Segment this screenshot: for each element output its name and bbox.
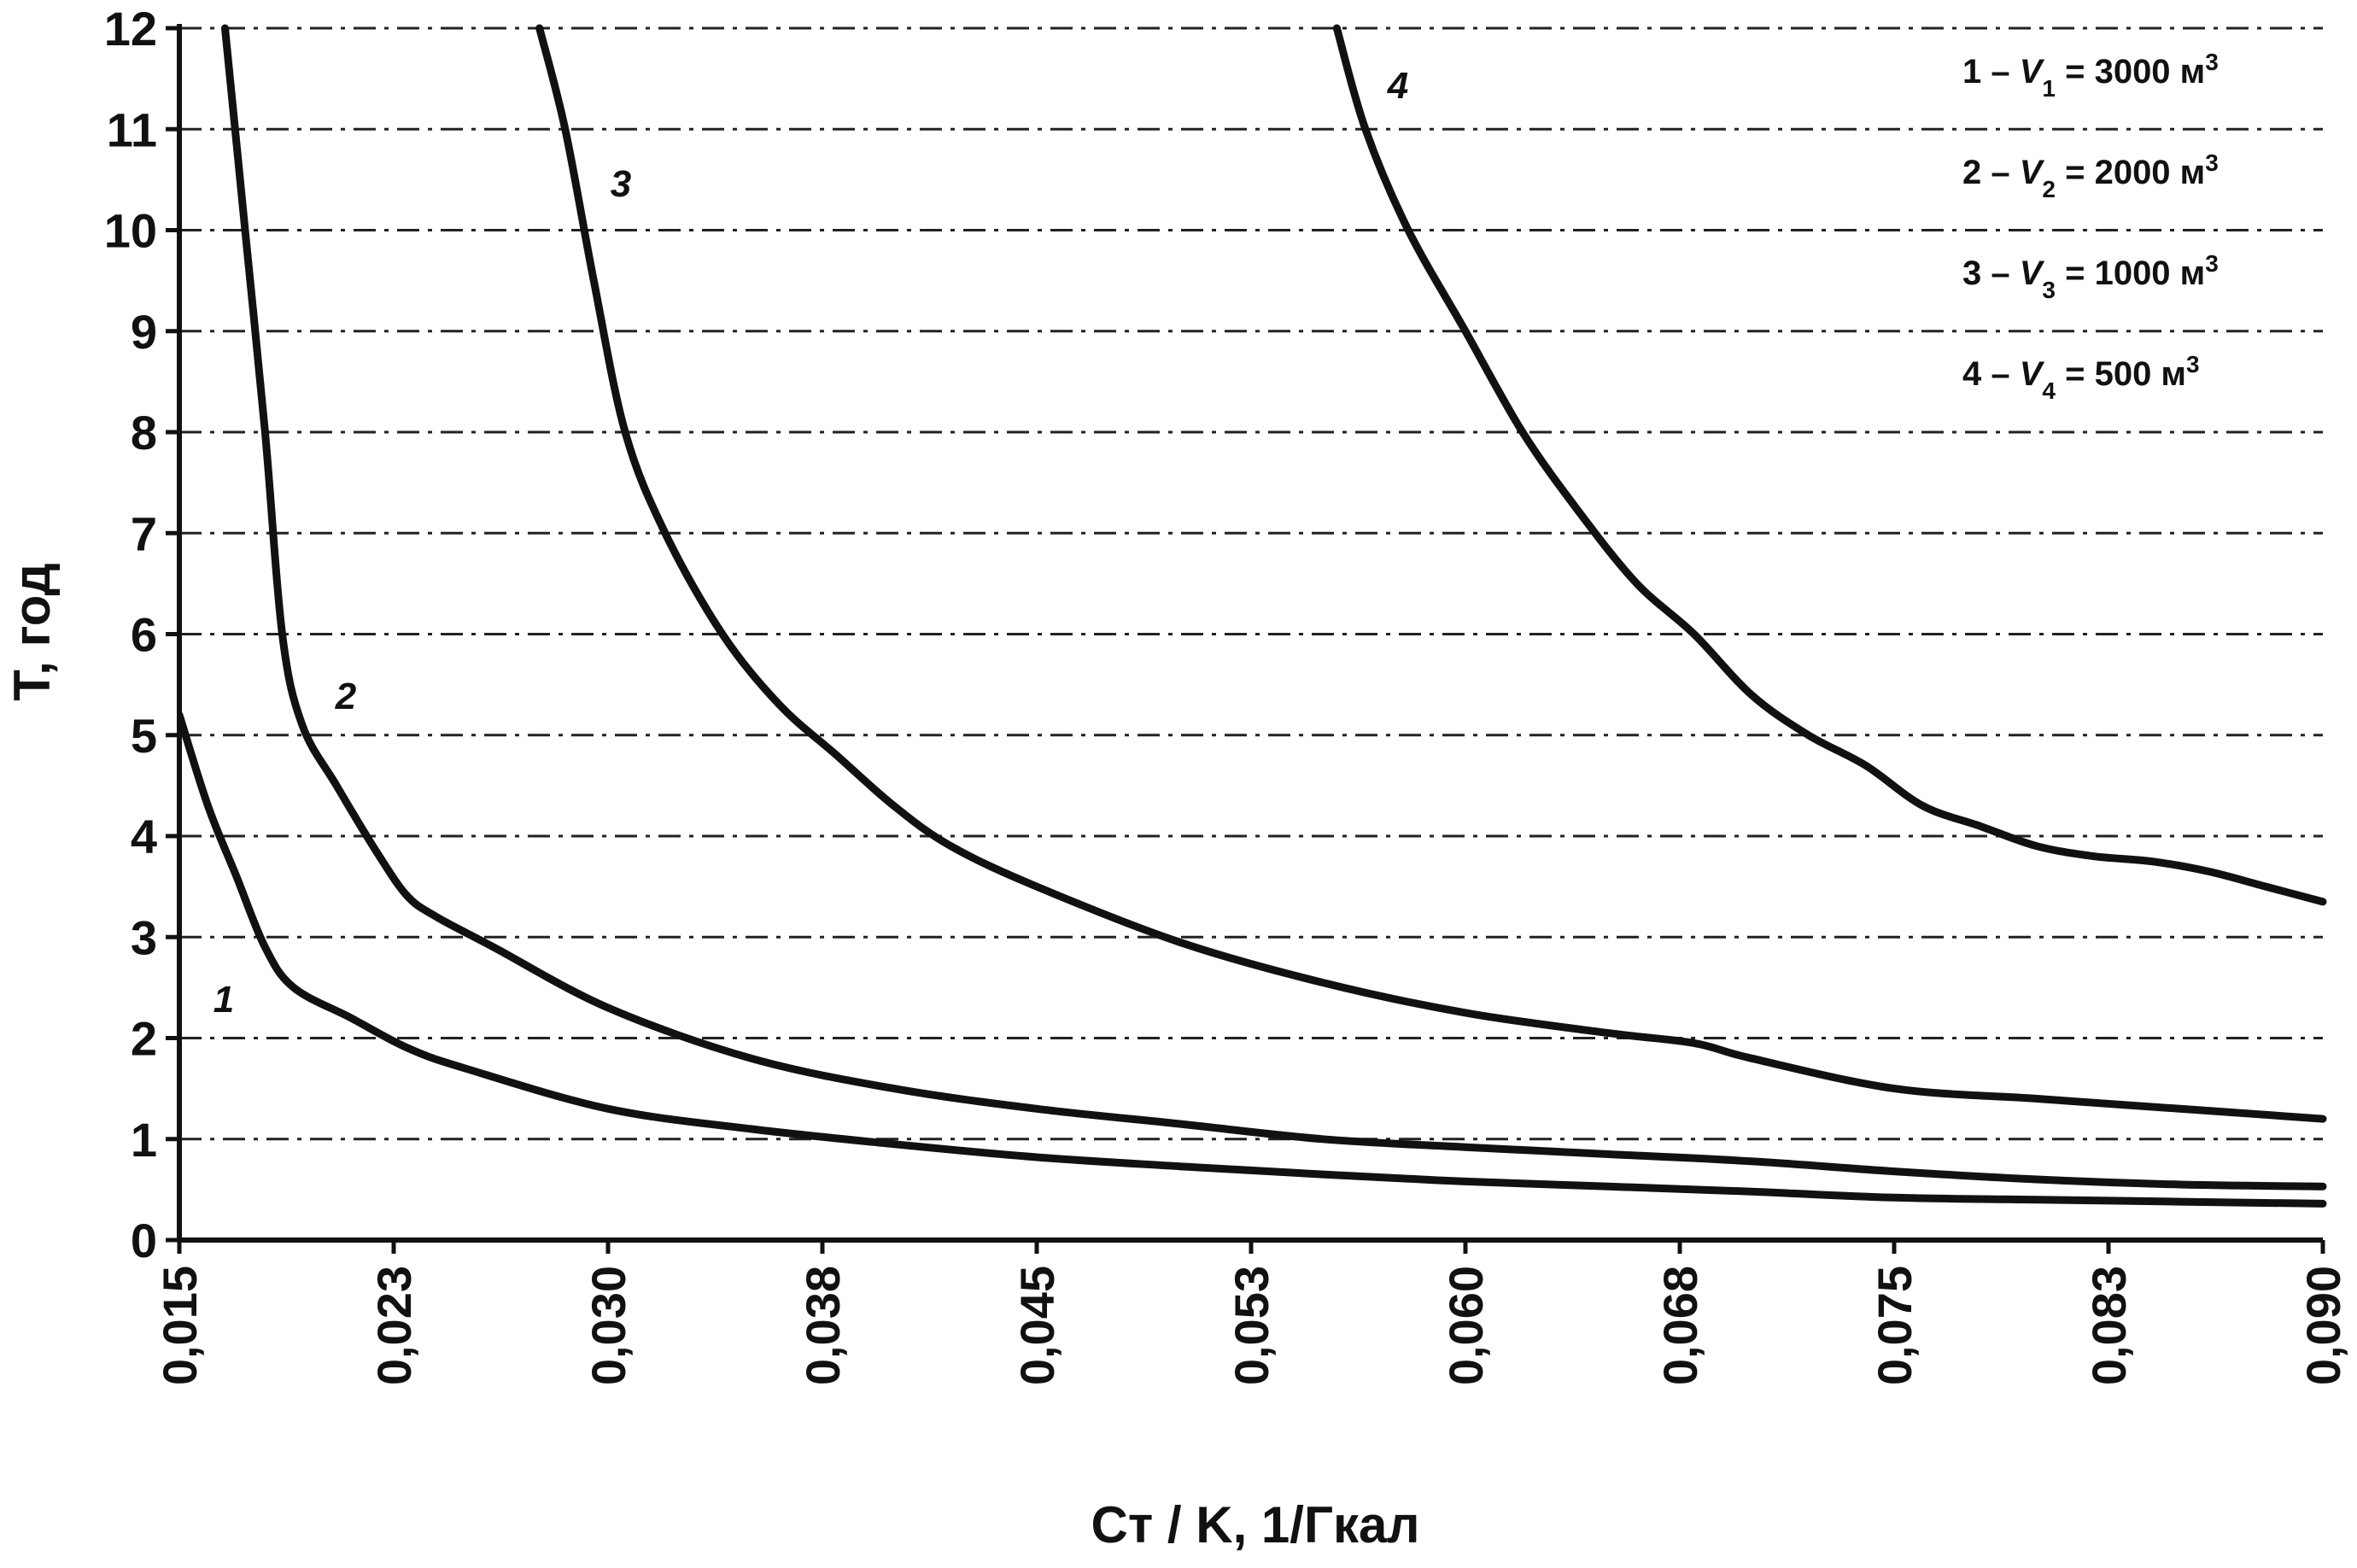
y-tick-label: 0 [131,1214,157,1267]
curve-label-4: 4 [1387,65,1408,107]
curve-line-3 [535,24,2327,1123]
y-tick-label: 11 [107,102,157,156]
x-tick-label: 0,015 [153,1266,207,1385]
x-tick-label: 0,030 [582,1266,635,1385]
legend-entry-1: 1 – V1 = 3000 м3 [1962,49,2219,102]
curve-label-3: 3 [611,163,631,205]
x-tick-label: 0,090 [2296,1266,2350,1385]
x-tick-label: 0,075 [1868,1266,1921,1385]
x-tick-label: 0,060 [1439,1266,1493,1385]
curve-label-1: 1 [213,979,234,1021]
legend-entry-4: 4 – V4 = 500 м3 [1962,351,2200,404]
y-tick-label: 12 [104,2,157,56]
y-tick-label: 9 [131,305,157,359]
y-tick-label: 8 [131,406,157,459]
y-tick-label: 7 [131,506,157,560]
legend: 1 – V1 = 3000 м3 2 – V2 = 2000 м3 3 – V3 =… [1962,49,2219,404]
y-tick-label: 5 [131,709,157,763]
y-tick-label: 6 [131,608,157,662]
y-tick-label: 3 [131,910,157,964]
x-tick-label: 0,038 [796,1266,850,1385]
curve-line-1 [179,711,2327,1208]
y-axis-title: T, год [3,563,61,700]
y-tick-label: 2 [131,1012,157,1066]
gridlines [179,26,2323,1141]
axes [166,24,2325,1254]
y-tick-label: 4 [131,810,157,863]
legend-entry-3: 3 – V3 = 1000 м3 [1962,250,2219,303]
x-tick-label: 0,053 [1225,1266,1278,1385]
x-axis-title: Cт / K, 1/Гкал [1091,1496,1420,1553]
y-tick-label: 10 [104,204,157,258]
curve-line-4 [1332,24,2327,906]
legend-entry-2: 2 – V2 = 2000 м3 [1962,149,2219,202]
x-tick-label: 0,045 [1010,1266,1064,1385]
y-tick-label: 1 [131,1113,157,1167]
x-tick-label: 0,023 [367,1266,421,1385]
x-tick-label: 0,068 [1653,1266,1707,1385]
data-series: 1 2 3 4 [179,24,2327,1208]
x-tick-label: 0,083 [2082,1266,2136,1385]
curve-label-2: 2 [335,676,357,717]
curve-line-2 [221,24,2327,1191]
